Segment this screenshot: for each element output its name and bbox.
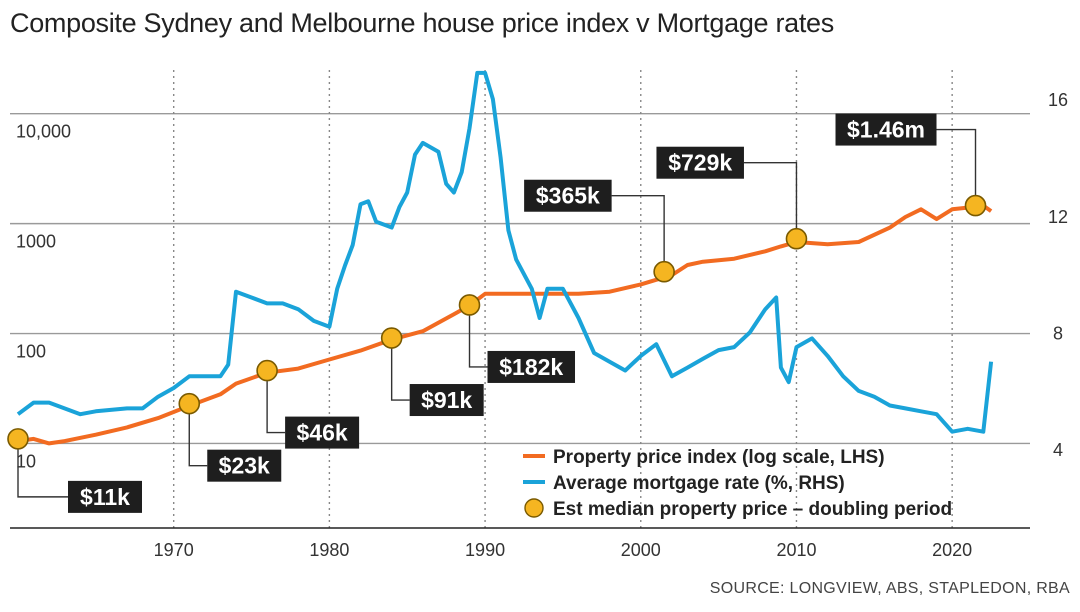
callout-line [611, 195, 665, 272]
source-note: SOURCE: LONGVIEW, ABS, STAPLEDON, RBA [709, 580, 1070, 597]
doubling-point [785, 227, 808, 250]
callout-label: $1.46m [847, 117, 925, 143]
doubling-point [458, 294, 481, 316]
callout-line [743, 162, 798, 239]
callout-label-box [487, 350, 576, 383]
doubling-point [178, 392, 201, 415]
callout-line [266, 370, 286, 434]
doubling-point [7, 428, 29, 450]
axes: 10 100 1000 10,000 4 8 12 16 1970 1980 1990 2000 201… [10, 90, 1068, 560]
x-tick-label: 1990 [465, 540, 505, 560]
callout-label-box [285, 416, 360, 449]
callout-line [188, 403, 208, 467]
chart-title: Composite Sydney and Melbourne house pri… [10, 8, 834, 38]
callout-line [17, 438, 68, 498]
callout-label: $23k [219, 453, 270, 479]
x-tick-label: 2020 [932, 540, 972, 560]
mortgage-rate-line [16, 70, 994, 434]
callout-line [390, 338, 410, 401]
price-index-line [17, 203, 993, 446]
y-left-tick-label: 1000 [16, 232, 56, 252]
callout-line [936, 128, 977, 206]
callout-label: $11k [80, 484, 130, 510]
callout-label-box [656, 146, 744, 179]
legend-swatch [524, 498, 544, 518]
doubling-points: $11k $23k $46k $91k $182k $365k $729k $1.46m [7, 113, 987, 513]
callout-label-box [524, 179, 612, 212]
callout-label-box [409, 384, 484, 417]
doubling-point [256, 359, 278, 382]
callout-label: $46k [297, 420, 348, 446]
y-right-tick-label: 8 [1053, 324, 1063, 344]
series-lines [16, 70, 994, 446]
x-tick-label: 2010 [776, 540, 816, 560]
callout-label-box [207, 449, 282, 482]
callout-label: $182k [499, 354, 563, 380]
legend-label: Average mortgage rate (%, RHS) [553, 473, 845, 494]
callout-label: $365k [536, 183, 600, 209]
y-right-tick-label: 16 [1048, 90, 1068, 110]
legend-label: Property price index (log scale, LHS) [553, 447, 885, 468]
x-tick-label: 1970 [154, 540, 194, 560]
x-tick-label: 2000 [621, 540, 661, 560]
doubling-point [964, 194, 987, 217]
y-left-tick-label: 10 [16, 451, 36, 471]
legend: Property price index (log scale, LHS) Ave… [523, 447, 952, 520]
callout-line [468, 304, 488, 368]
callout-label: $729k [668, 150, 732, 176]
callout-label-box [835, 113, 937, 146]
doubling-point [653, 260, 675, 283]
y-left-tick-label: 100 [16, 342, 46, 362]
callout-label-box [68, 480, 142, 513]
callout-label: $91k [421, 387, 472, 413]
y-right-tick-label: 12 [1048, 207, 1068, 227]
doubling-point [380, 327, 403, 349]
x-tick-label: 1980 [309, 540, 349, 560]
legend-label: Est median property price – doubling per… [553, 499, 952, 520]
y-right-tick-label: 4 [1053, 440, 1063, 460]
y-left-tick-label: 10,000 [16, 122, 71, 142]
grid-lines [10, 70, 1030, 528]
